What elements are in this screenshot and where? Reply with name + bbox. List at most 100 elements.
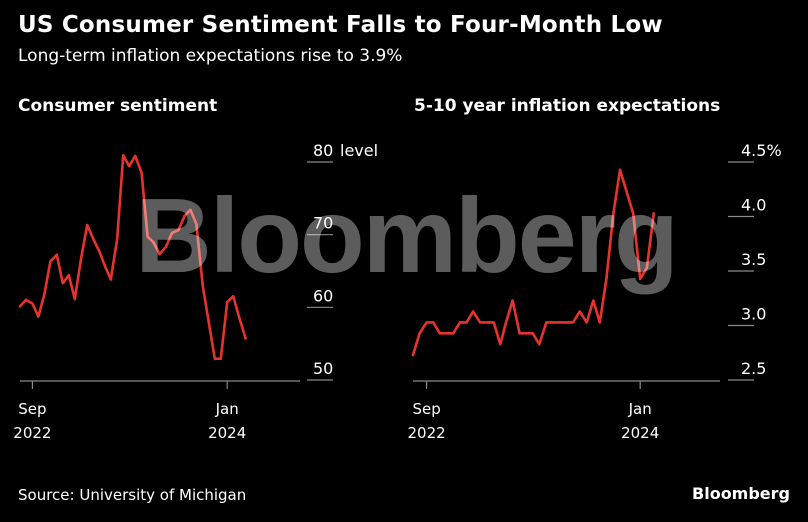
brand-logo: Bloomberg: [692, 484, 790, 503]
series-line: [411, 168, 656, 357]
data-point: [24, 298, 28, 302]
panel-title: 5-10 year inflation expectations: [414, 96, 720, 116]
x-tick-label: 2024: [208, 424, 246, 442]
data-point: [244, 337, 247, 340]
data-point: [458, 321, 462, 324]
data-point: [605, 277, 608, 280]
data-point: [177, 228, 180, 232]
data-point: [564, 321, 568, 324]
data-point: [238, 317, 241, 320]
y-tick-label: 60: [313, 286, 333, 305]
data-point: [80, 256, 83, 259]
data-point: [652, 212, 655, 215]
data-point: [43, 292, 46, 296]
data-point: [499, 343, 502, 346]
data-point: [31, 302, 34, 305]
y-tick-label: 3.0: [741, 305, 766, 324]
data-point: [638, 277, 642, 280]
x-tick-label: Jan: [215, 400, 239, 418]
source-note: Source: University of Michigan: [18, 486, 247, 504]
data-point: [49, 260, 52, 263]
data-point: [465, 321, 468, 324]
data-point: [492, 321, 495, 324]
data-point: [67, 273, 71, 277]
data-point: [201, 284, 204, 288]
data-point: [418, 332, 421, 335]
y-tick-label: 2.5: [741, 359, 766, 378]
y-tick-label: 50: [313, 359, 333, 378]
data-point: [122, 154, 125, 157]
chart-subtitle: Long-term inflation expectations rise to…: [18, 46, 403, 66]
data-point: [618, 168, 622, 171]
data-point: [411, 353, 415, 357]
y-unit-label: level: [340, 141, 378, 160]
data-point: [109, 278, 113, 281]
data-point: [61, 281, 64, 285]
data-point: [558, 321, 561, 324]
data-point: [612, 212, 615, 215]
data-point: [545, 321, 548, 324]
y-tick-label: 4.0: [741, 196, 766, 215]
data-point: [571, 321, 575, 324]
data-point: [183, 215, 186, 218]
data-point: [585, 321, 588, 324]
data-point: [146, 235, 149, 238]
data-point: [55, 253, 58, 257]
data-point: [478, 321, 482, 324]
data-point: [128, 164, 131, 168]
data-point: [98, 250, 101, 254]
data-point: [73, 297, 77, 301]
data-point: [631, 212, 635, 215]
x-tick-label: 2022: [408, 424, 446, 442]
panel-title: Consumer sentiment: [18, 96, 217, 116]
data-point: [485, 321, 488, 324]
data-point: [207, 321, 210, 324]
data-point: [37, 315, 40, 318]
data-point: [438, 332, 441, 335]
data-point: [645, 266, 648, 270]
data-point: [524, 332, 528, 335]
data-point: [551, 321, 555, 324]
data-point: [92, 238, 95, 241]
data-point: [103, 264, 107, 267]
data-point: [226, 300, 229, 304]
x-tick-label: 2024: [621, 424, 659, 442]
data-point: [471, 310, 475, 313]
data-point: [170, 231, 174, 235]
y-tick-label: 70: [313, 214, 333, 233]
data-point: [86, 223, 89, 227]
data-point: [625, 190, 628, 193]
x-tick-label: Sep: [412, 400, 440, 418]
data-point: [134, 154, 137, 158]
x-tick-label: Sep: [18, 400, 46, 418]
y-tick-label: 4.5%: [741, 141, 782, 160]
data-point: [164, 245, 168, 249]
data-point: [452, 332, 455, 335]
data-point: [431, 321, 435, 324]
x-tick-label: Jan: [628, 400, 652, 418]
data-point: [219, 357, 222, 360]
data-point: [116, 237, 119, 241]
data-point: [531, 332, 534, 335]
data-point: [592, 299, 595, 302]
data-point: [189, 208, 192, 211]
data-point: [511, 299, 514, 302]
y-tick-label: 80: [313, 141, 333, 160]
x-tick-label: 2022: [13, 424, 51, 442]
data-point: [213, 357, 216, 360]
data-point: [195, 223, 198, 226]
data-point: [232, 295, 235, 298]
series-line: [18, 154, 247, 361]
data-point: [598, 321, 602, 324]
data-point: [425, 321, 428, 324]
data-point: [504, 321, 508, 324]
data-point: [140, 171, 143, 174]
y-tick-label: 3.5: [741, 250, 766, 269]
data-point: [518, 332, 521, 335]
data-point: [152, 241, 155, 244]
data-point: [158, 252, 161, 256]
data-point: [538, 343, 541, 346]
data-point: [18, 305, 22, 308]
data-point: [578, 310, 581, 313]
